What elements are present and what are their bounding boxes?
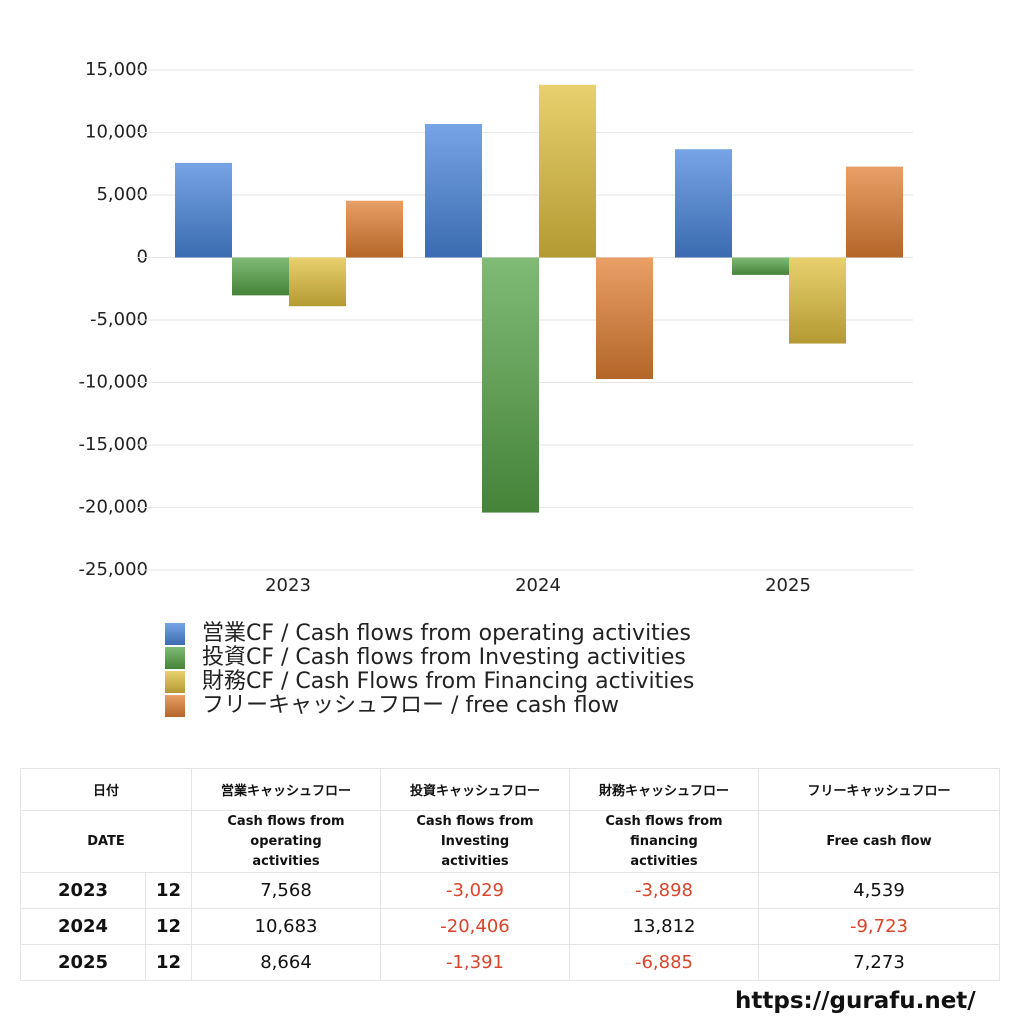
bar — [789, 257, 846, 344]
table-cell: 12 — [145, 944, 192, 981]
table-cell: 7,273 — [758, 944, 1000, 981]
table-cell: 8,664 — [191, 944, 381, 981]
table-cell: -1,391 — [380, 944, 570, 981]
table-cell: -20,406 — [380, 908, 570, 945]
y-tick-label: -5,000 — [90, 309, 148, 330]
data-row: 2025 12 8,664 -1,391 -6,885 7,273 — [20, 944, 1000, 981]
y-tick-label: 5,000 — [96, 184, 148, 205]
table-cell: 7,568 — [191, 872, 381, 909]
x-tick-label: 2025 — [765, 575, 811, 596]
bar — [539, 84, 596, 258]
header-text: 財務キャッシュフロー — [598, 784, 729, 799]
bar — [346, 200, 403, 258]
table-cell: -6,885 — [569, 944, 759, 981]
bar — [846, 166, 903, 258]
table-cell: 13,812 — [569, 908, 759, 945]
header-text: フリーキャッシュフロー — [807, 784, 951, 799]
bar — [425, 123, 482, 258]
table-cell: 12 — [145, 908, 192, 945]
legend-label: フリーキャッシュフロー / free cash flow — [202, 693, 619, 718]
header-text: Cash flows from Investing activities — [416, 813, 534, 869]
legend-swatch — [165, 647, 185, 669]
x-tick-label: 2024 — [515, 575, 561, 596]
y-tick-label: -10,000 — [79, 372, 148, 393]
header-text: 投資キャッシュフロー — [409, 784, 540, 799]
table-cell: -3,029 — [380, 872, 570, 909]
header-cell: Cash flows from operating activities — [191, 810, 381, 873]
table-cell: 2023 — [20, 872, 146, 909]
header-cell: 営業キャッシュフロー — [191, 768, 381, 811]
legend-swatch — [165, 623, 185, 645]
y-tick-label: 15,000 — [85, 59, 148, 80]
header-cell: Free cash flow — [758, 810, 1000, 873]
x-tick-label: 2023 — [265, 575, 311, 596]
legend-label: 営業CF / Cash flows from operating activit… — [202, 621, 691, 646]
legend-label: 財務CF / Cash Flows from Financing activit… — [202, 669, 694, 694]
y-tick-label: 10,000 — [85, 122, 148, 143]
bar — [732, 257, 789, 275]
site-url: https://gurafu.net/ — [735, 988, 976, 1014]
table-cell: 12 — [145, 872, 192, 909]
y-tick-label: -20,000 — [79, 497, 148, 518]
header-text: DATE — [87, 833, 125, 849]
bar — [175, 162, 232, 258]
table-cell: -9,723 — [758, 908, 1000, 945]
data-table: 日付 営業キャッシュフロー 投資キャッシュフロー 財務キャッシュフロー フリーキャッシュ… — [20, 768, 1000, 981]
header-text: 営業キャッシュフロー — [220, 784, 351, 799]
header-cell: フリーキャッシュフロー — [758, 768, 1000, 811]
header-row: 日付 営業キャッシュフロー 投資キャッシュフロー 財務キャッシュフロー フリーキャッシュ… — [20, 768, 1000, 811]
header-cell: 投資キャッシュフロー — [380, 768, 570, 811]
header-text: Cash flows from financing activities — [605, 813, 723, 869]
header-cell: DATE — [20, 810, 192, 873]
y-tick-label: -15,000 — [79, 434, 148, 455]
data-row: 2024 12 10,683 -20,406 13,812 -9,723 — [20, 908, 1000, 945]
bar — [232, 257, 289, 296]
bar — [596, 257, 653, 380]
table-cell: -3,898 — [569, 872, 759, 909]
data-row: 2023 12 7,568 -3,029 -3,898 4,539 — [20, 872, 1000, 909]
table-cell: 10,683 — [191, 908, 381, 945]
legend-label: 投資CF / Cash flows from Investing activit… — [202, 645, 686, 670]
header-cell: 財務キャッシュフロー — [569, 768, 759, 811]
bar — [289, 257, 346, 307]
header-row: DATE Cash flows from operating activities… — [20, 810, 1000, 873]
header-cell: 日付 — [20, 768, 192, 811]
bar — [482, 257, 539, 513]
header-text: Free cash flow — [826, 833, 932, 849]
table-cell: 4,539 — [758, 872, 1000, 909]
legend-swatch — [165, 671, 185, 693]
header-cell: Cash flows from financing activities — [569, 810, 759, 873]
header-text: 日付 — [92, 784, 119, 799]
table-cell: 2024 — [20, 908, 146, 945]
header-text: Cash flows from operating activities — [227, 813, 345, 869]
header-cell: Cash flows from Investing activities — [380, 810, 570, 873]
bar — [675, 149, 732, 258]
table-cell: 2025 — [20, 944, 146, 981]
y-tick-label: -25,000 — [79, 559, 148, 580]
legend-swatch — [165, 695, 185, 717]
